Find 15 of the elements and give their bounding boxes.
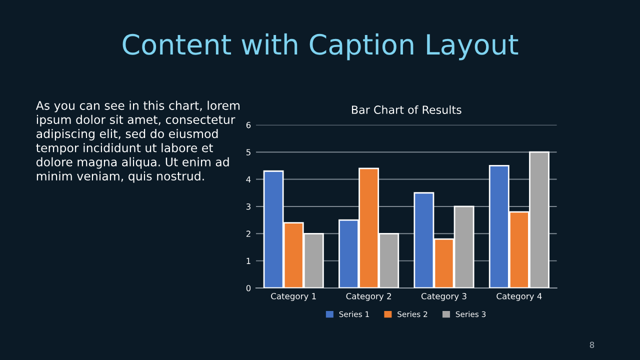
x-tick-label: Category 2 — [346, 293, 391, 301]
y-tick-label: 5 — [246, 149, 250, 156]
y-tick-label: 4 — [246, 176, 251, 182]
x-tick-label: Category 4 — [496, 293, 542, 301]
y-tick-label: 1 — [246, 258, 250, 264]
text: Content with Caption Layout — [122, 33, 518, 60]
x-tick-label: Category 3 — [421, 293, 466, 301]
y-tick-label: 6 — [246, 122, 251, 128]
text: 8 — [590, 342, 594, 348]
y-tick-label: 3 — [246, 203, 250, 210]
y-tick-label: 2 — [246, 230, 250, 237]
chart-title: Bar Chart of Results — [352, 105, 462, 114]
text: As you can see in this chart, lorem ipsum dolor sit amet, consectetur adipiscing elit, sed do eiusmod tempor incididunt ut labore et dolore magna aliqua. Ut enim ad minim veniam, quis nostrud. — [36, 100, 240, 183]
y-tick-label: 0 — [246, 284, 251, 292]
x-tick-label: Category 1 — [271, 293, 316, 301]
